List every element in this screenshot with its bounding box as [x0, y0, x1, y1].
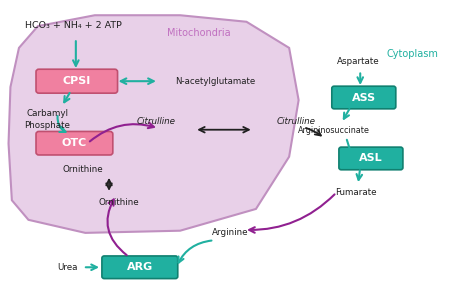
Text: HCO₃ + NH₄ + 2 ATP: HCO₃ + NH₄ + 2 ATP: [25, 21, 122, 30]
Text: Aspartate: Aspartate: [337, 57, 379, 66]
FancyBboxPatch shape: [332, 86, 396, 109]
Text: CPSI: CPSI: [63, 76, 91, 86]
Text: Fumarate: Fumarate: [335, 188, 376, 197]
Text: ASL: ASL: [359, 153, 383, 163]
Text: N-acetylglutamate: N-acetylglutamate: [175, 77, 256, 86]
Text: Cytoplasm: Cytoplasm: [386, 49, 438, 59]
FancyBboxPatch shape: [36, 69, 118, 93]
FancyBboxPatch shape: [36, 131, 113, 155]
Text: Arginine: Arginine: [211, 229, 248, 237]
Text: Argininosuccinate: Argininosuccinate: [298, 126, 370, 135]
Text: Citrulline: Citrulline: [277, 117, 316, 126]
Text: ASS: ASS: [352, 93, 376, 102]
Polygon shape: [9, 15, 299, 233]
Text: Urea: Urea: [57, 263, 78, 272]
Text: Carbamyl
Phosphate: Carbamyl Phosphate: [25, 109, 70, 130]
Text: Mitochondria: Mitochondria: [167, 28, 231, 38]
FancyBboxPatch shape: [339, 147, 403, 170]
FancyBboxPatch shape: [102, 256, 178, 279]
Text: OTC: OTC: [62, 138, 87, 148]
Text: Ornithine: Ornithine: [98, 198, 139, 207]
Text: Citrulline: Citrulline: [137, 117, 176, 126]
Text: ARG: ARG: [127, 262, 153, 272]
Text: Ornithine: Ornithine: [63, 165, 103, 174]
